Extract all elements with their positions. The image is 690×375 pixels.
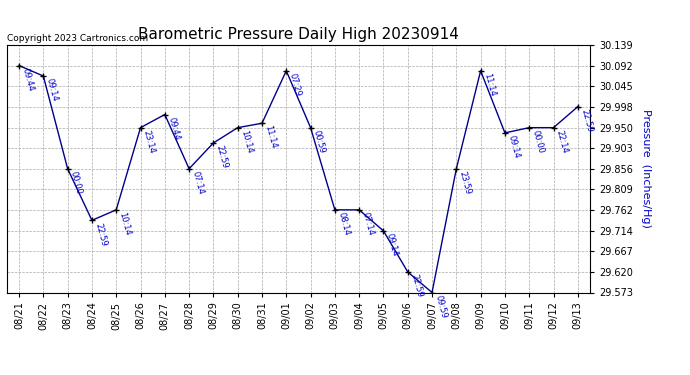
Text: 07:29: 07:29 (288, 72, 302, 98)
Text: 22:14: 22:14 (555, 129, 570, 154)
Text: 10:14: 10:14 (239, 129, 254, 154)
Text: 00:00: 00:00 (531, 129, 545, 154)
Text: 00:00: 00:00 (69, 170, 84, 195)
Y-axis label: Pressure  (Inches/Hg): Pressure (Inches/Hg) (641, 110, 651, 228)
Text: 09:44: 09:44 (21, 67, 35, 92)
Text: 11:14: 11:14 (482, 72, 497, 98)
Text: 09:59: 09:59 (433, 294, 448, 319)
Text: 22:59: 22:59 (215, 144, 230, 170)
Text: 08:14: 08:14 (336, 211, 351, 237)
Text: 09:44: 09:44 (166, 116, 181, 141)
Text: 09:14: 09:14 (45, 77, 59, 103)
Text: Copyright 2023 Cartronics.com: Copyright 2023 Cartronics.com (7, 33, 148, 42)
Title: Barometric Pressure Daily High 20230914: Barometric Pressure Daily High 20230914 (138, 27, 459, 42)
Text: 23:14: 23:14 (142, 129, 157, 154)
Text: 09:14: 09:14 (385, 232, 400, 258)
Text: 10:14: 10:14 (117, 211, 132, 237)
Text: 11:14: 11:14 (264, 124, 278, 150)
Text: 22:59: 22:59 (409, 273, 424, 298)
Text: 07:14: 07:14 (190, 170, 206, 195)
Text: 22:59: 22:59 (579, 108, 594, 134)
Text: 22:59: 22:59 (93, 222, 108, 247)
Text: 09:14: 09:14 (506, 134, 521, 159)
Text: 23:59: 23:59 (457, 170, 473, 195)
Text: 00:59: 00:59 (312, 129, 327, 154)
Text: 07:14: 07:14 (361, 211, 375, 237)
